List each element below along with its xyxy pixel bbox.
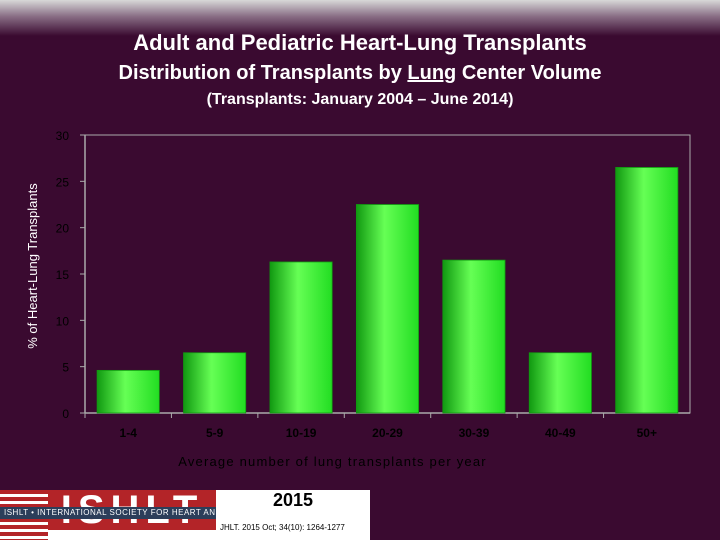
y-tick-label: 10	[56, 314, 70, 328]
x-tick-label: 40-49	[545, 426, 576, 440]
y-tick-label: 5	[62, 361, 69, 375]
subtitle-emphasis: Lung	[407, 62, 457, 84]
chart-subtitle: Distribution of Transplants by Lung Cent…	[0, 62, 720, 85]
publication-year: 2015	[272, 490, 314, 510]
header-gradient-band	[0, 0, 720, 36]
bar	[615, 167, 679, 414]
x-tick-label: 50+	[637, 426, 657, 440]
y-tick-label: 20	[56, 222, 70, 236]
bar	[355, 204, 420, 414]
chart-title: Adult and Pediatric Heart-Lung Transplan…	[133, 30, 587, 55]
subtitle-prefix: Distribution of Transplants by	[118, 62, 408, 84]
bar	[269, 261, 333, 414]
y-axis-title: % of Heart-Lung Transplants	[25, 183, 40, 349]
bar	[183, 352, 247, 414]
y-tick-label: 0	[62, 407, 69, 421]
y-tick-label: 15	[56, 268, 70, 282]
citation-box: 2015 JHLT. 2015 Oct; 34(10): 1264-1277	[216, 490, 370, 540]
bar	[442, 259, 506, 414]
chart-period: (Transplants: January 2004 – June 2014)	[206, 91, 514, 108]
x-tick-label: 30-39	[459, 426, 490, 440]
subtitle-suffix: Center Volume	[456, 62, 602, 84]
y-tick-label: 30	[56, 129, 70, 143]
x-tick-label: 20-29	[372, 426, 403, 440]
journal-citation: JHLT. 2015 Oct; 34(10): 1264-1277	[220, 523, 345, 532]
bar	[96, 369, 160, 414]
chart-labels: 0 5 10 15 20 25 30 1-4 5-9 10-19 20-29 30-39 40-49 50…	[25, 129, 657, 469]
x-axis-title: Average number of lung transplants per y…	[178, 454, 487, 469]
chart-bars	[96, 167, 679, 414]
bar	[528, 352, 592, 414]
x-tick-label: 5-9	[206, 426, 224, 440]
x-tick-label: 1-4	[120, 426, 138, 440]
x-tick-label: 10-19	[286, 426, 317, 440]
y-tick-label: 25	[56, 175, 70, 189]
